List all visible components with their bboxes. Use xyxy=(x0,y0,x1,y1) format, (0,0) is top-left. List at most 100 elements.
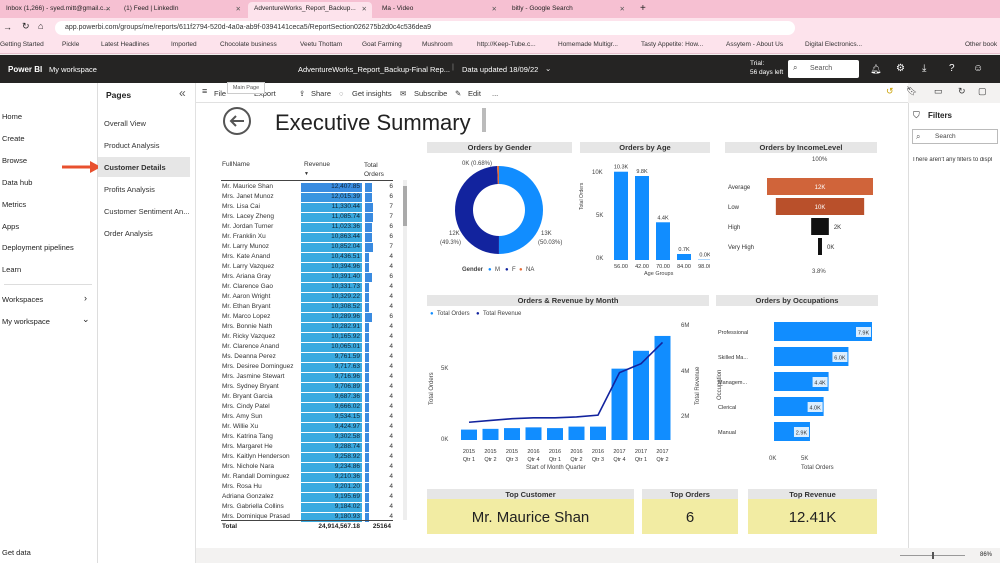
table-cell-orders[interactable]: 7 xyxy=(389,203,393,210)
table-cell-orders[interactable]: 4 xyxy=(389,473,393,480)
bookmark-icon[interactable]: 🔖︎ xyxy=(906,86,918,96)
bookmark-item[interactable]: Digital Electronics... xyxy=(805,41,863,48)
more-options[interactable]: ... xyxy=(492,89,499,98)
browser-tab-linkedin[interactable]: (1) Feed | LinkedIn ✕ xyxy=(118,2,246,18)
home-icon[interactable]: ⌂ xyxy=(38,21,44,31)
table-cell-orders[interactable]: 6 xyxy=(389,183,393,190)
table-cell-revenue[interactable]: 10,065.01 xyxy=(301,343,362,352)
bookmark-item[interactable]: http://Keep-Tube.c... xyxy=(477,41,536,48)
nav-deployment-pipelines[interactable]: Deployment pipelines xyxy=(2,243,74,252)
nav-data-hub[interactable]: Data hub xyxy=(2,178,33,187)
table-cell-revenue[interactable]: 10,852.04 xyxy=(301,243,362,252)
table-cell-orders[interactable]: 4 xyxy=(389,463,393,470)
new-tab-button[interactable]: + xyxy=(640,3,646,14)
bookmark-item[interactable]: Tasty Appetite: How... xyxy=(641,41,704,48)
nav-browse[interactable]: Browse xyxy=(2,156,28,165)
page-product-analysis[interactable]: Product Analysis xyxy=(104,141,160,150)
table-cell-name[interactable]: Mr. Maurice Shan xyxy=(222,183,273,190)
zoom-slider-thumb[interactable] xyxy=(932,552,934,559)
page-profits-analysis[interactable]: Profits Analysis xyxy=(104,185,155,194)
table-scrollbar-thumb[interactable] xyxy=(403,186,407,226)
table-cell-name[interactable]: Mrs. Dominique Prasad xyxy=(222,513,290,520)
data-updated-dropdown[interactable]: Data updated 18/09/22 xyxy=(462,65,539,74)
table-cell-orders[interactable]: 4 xyxy=(389,503,393,510)
table-cell-name[interactable]: Ms. Deanna Perez xyxy=(222,353,276,360)
table-cell-revenue[interactable]: 9,716.96 xyxy=(301,373,362,382)
chevron-down-icon[interactable]: ⌄ xyxy=(82,314,90,324)
feedback-icon[interactable]: ☺ xyxy=(973,63,984,74)
table-cell-name[interactable]: Mr. Aaron Wright xyxy=(222,293,271,300)
table-cell-name[interactable]: Mr. Clarence Gao xyxy=(222,283,273,290)
table-cell-orders[interactable]: 4 xyxy=(389,493,393,500)
table-cell-orders[interactable]: 7 xyxy=(389,243,393,250)
table-cell-orders[interactable]: 4 xyxy=(389,373,393,380)
card-top-customer[interactable] xyxy=(427,499,634,534)
collapse-icon[interactable]: « xyxy=(179,86,186,100)
table-cell-name[interactable]: Mrs. Rosa Hu xyxy=(222,483,262,490)
workspace-link[interactable]: My workspace xyxy=(49,65,97,74)
bookmark-item[interactable]: Getting Started xyxy=(0,41,44,48)
table-cell-orders[interactable]: 4 xyxy=(389,353,393,360)
bell-icon[interactable]: 🔔︎ xyxy=(870,64,882,74)
bookmark-item[interactable]: Mushroom xyxy=(422,41,453,48)
table-cell-orders[interactable]: 4 xyxy=(389,483,393,490)
table-cell-orders[interactable]: 4 xyxy=(389,293,393,300)
bookmark-item[interactable]: Imported xyxy=(171,41,197,48)
table-cell-name[interactable]: Mr. Larry Vazquez xyxy=(222,263,275,270)
table-cell-orders[interactable]: 6 xyxy=(389,223,393,230)
nav-learn[interactable]: Learn xyxy=(2,265,22,274)
table-cell-revenue[interactable]: 9,534.15 xyxy=(301,413,362,422)
table-cell-revenue[interactable]: 9,761.59 xyxy=(301,353,362,362)
table-cell-revenue[interactable]: 10,308.52 xyxy=(301,303,362,312)
table-cell-name[interactable]: Mrs. Sydney Bryant xyxy=(222,383,279,390)
table-cell-revenue[interactable]: 12,015.39 xyxy=(301,193,362,202)
table-cell-revenue[interactable]: 10,165.92 xyxy=(301,333,362,342)
table-cell-revenue[interactable]: 9,184.02 xyxy=(301,503,362,512)
table-cell-revenue[interactable]: 9,666.02 xyxy=(301,403,362,412)
app-name[interactable]: Power BI xyxy=(8,65,43,74)
table-cell-revenue[interactable]: 11,330.44 xyxy=(301,203,362,212)
help-icon[interactable]: ? xyxy=(949,63,955,74)
close-icon[interactable]: ✕ xyxy=(235,6,241,13)
table-cell-revenue[interactable]: 10,391.40 xyxy=(301,273,362,282)
card-top-revenue[interactable] xyxy=(748,499,877,534)
table-cell-orders[interactable]: 4 xyxy=(389,323,393,330)
bookmark-item[interactable]: Homemade Multigr... xyxy=(558,41,618,48)
table-cell-orders[interactable]: 4 xyxy=(389,363,393,370)
table-cell-orders[interactable]: 6 xyxy=(389,313,393,320)
gender-donut-chart[interactable] xyxy=(427,155,577,280)
nav-my-workspace[interactable]: My workspace xyxy=(2,317,50,326)
table-cell-revenue[interactable]: 9,180.93 xyxy=(301,513,362,522)
table-cell-orders[interactable]: 7 xyxy=(389,213,393,220)
table-cell-revenue[interactable]: 10,436.51 xyxy=(301,253,362,262)
table-cell-revenue[interactable]: 10,863.44 xyxy=(301,233,362,242)
table-cell-orders[interactable]: 4 xyxy=(389,453,393,460)
table-cell-name[interactable]: Mrs. Gabriella Collins xyxy=(222,503,284,510)
bookmark-item[interactable]: Assytem - About Us xyxy=(726,41,784,48)
gear-icon[interactable]: ⚙ xyxy=(896,63,905,74)
table-cell-revenue[interactable]: 9,424.97 xyxy=(301,423,362,432)
back-button-icon[interactable] xyxy=(222,106,252,136)
table-cell-revenue[interactable]: 9,717.63 xyxy=(301,363,362,372)
page-overall-view[interactable]: Overall View xyxy=(104,119,146,128)
table-cell-name[interactable]: Mr. Marco Lopez xyxy=(222,313,271,320)
table-cell-name[interactable]: Mr. Willie Xu xyxy=(222,423,259,430)
monthly-legend-orders[interactable]: Total Orders xyxy=(437,311,470,317)
table-cell-orders[interactable]: 4 xyxy=(389,513,393,520)
age-bar-chart[interactable]: 10.3K 56.00 9.8K 42.00 4.4K 70.00 0.7K 84.00 0.0… xyxy=(580,155,710,280)
back-arrow-icon[interactable]: → xyxy=(3,22,12,32)
table-cell-name[interactable]: Mrs. Cindy Patel xyxy=(222,403,270,410)
table-cell-revenue[interactable]: 10,282.91 xyxy=(301,323,362,332)
table-cell-orders[interactable]: 4 xyxy=(389,403,393,410)
table-cell-revenue[interactable]: 10,331.73 xyxy=(301,283,362,292)
search-box[interactable]: ⌕ Search xyxy=(788,60,859,78)
hamburger-icon[interactable]: ≡ xyxy=(202,86,208,96)
reload-icon[interactable]: ↻ xyxy=(22,21,30,31)
table-cell-revenue[interactable]: 9,302.58 xyxy=(301,433,362,442)
reset-icon[interactable]: ↺ xyxy=(886,86,894,96)
monthly-combo-chart[interactable]: 2015 Qtr 1 2015 Qtr 2 2015 Qtr 3 2016 Qtr 4 2016… xyxy=(427,320,717,470)
table-cell-revenue[interactable]: 9,201.20 xyxy=(301,483,362,492)
view-icon[interactable]: ▭ xyxy=(934,86,943,96)
table-cell-revenue[interactable]: 9,258.92 xyxy=(301,453,362,462)
refresh-icon[interactable]: ↻ xyxy=(958,86,966,96)
